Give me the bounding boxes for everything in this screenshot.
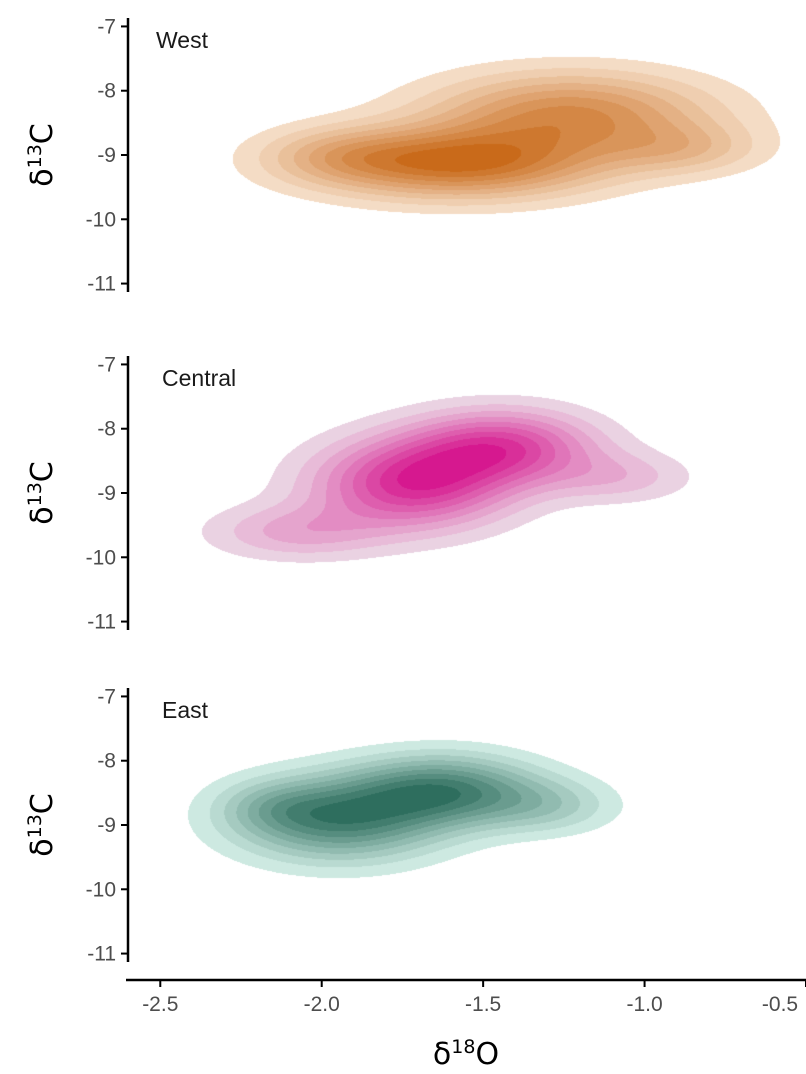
x-tick-label: -2.0 (304, 993, 340, 1016)
y-tick-label: -8 (97, 418, 116, 441)
axis-title-superscript: 13 (24, 144, 46, 168)
y-tick-label: -9 (97, 144, 116, 167)
y-axis-title: δ13C (24, 461, 60, 525)
x-axis-title: δ18O (433, 1036, 499, 1072)
y-tick-label: -9 (97, 814, 116, 837)
y-tick-label: -11 (87, 273, 116, 296)
y-tick-label: -10 (86, 546, 116, 569)
x-tick-label: -0.5 (762, 993, 798, 1016)
panel-label: West (156, 27, 209, 53)
density-contour-east (128, 690, 806, 960)
axis-title-superscript: 13 (24, 482, 46, 506)
y-tick-label: -7 (97, 685, 116, 708)
axis-title-element: C (25, 793, 60, 814)
axis-title-superscript: 18 (451, 1036, 475, 1058)
y-tick-label: -10 (86, 878, 116, 901)
panel-central: -7 -8 -9 -10 -11 Central δ13C (24, 353, 806, 634)
axis-title-symbol: δ (25, 506, 60, 524)
panel-label: East (162, 697, 209, 723)
x-tick-label: -1.5 (465, 993, 501, 1016)
y-tick-label: -8 (97, 80, 116, 103)
y-tick-label: -11 (87, 943, 116, 966)
y-axis-title: δ13C (24, 793, 60, 857)
x-tick-label: -2.5 (142, 993, 178, 1016)
panel-west: -7 -8 -9 -10 -11 West δ13C (24, 15, 806, 296)
panel-label: Central (162, 365, 236, 391)
y-tick-label: -9 (97, 482, 116, 505)
y-tick-label: -7 (97, 353, 116, 376)
axis-title-symbol: δ (25, 168, 60, 186)
density-contour-west (128, 20, 806, 290)
y-tick-label: -11 (87, 611, 116, 634)
axis-title-element: C (25, 461, 60, 482)
axis-title-element: C (25, 123, 60, 144)
x-axis: -2.5 -2.0 -1.5 -1.0 -0.5 δ18O (126, 978, 806, 1072)
density-contour-central (128, 358, 806, 628)
y-tick-label: -10 (86, 208, 116, 231)
x-tick-label: -1.0 (626, 993, 662, 1016)
y-axis-title: δ13C (24, 123, 60, 187)
y-tick-label: -7 (97, 15, 116, 38)
y-tick-label: -8 (97, 750, 116, 773)
axis-title-symbol: δ (433, 1037, 451, 1072)
axis-title-element: O (475, 1037, 499, 1072)
axis-title-symbol: δ (25, 838, 60, 856)
axis-title-superscript: 13 (24, 814, 46, 838)
panel-east: -7 -8 -9 -10 -11 East δ13C (24, 685, 806, 966)
